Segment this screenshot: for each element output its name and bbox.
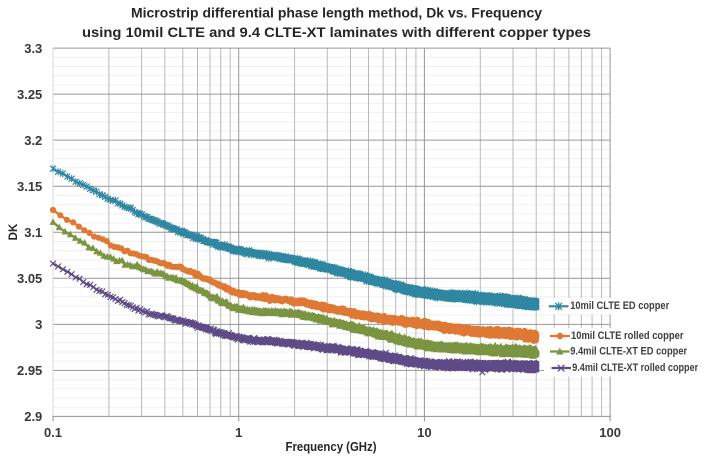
svg-text:2.95: 2.95 — [17, 363, 42, 378]
svg-text:1: 1 — [235, 425, 242, 440]
svg-text:10: 10 — [417, 425, 431, 440]
svg-text:100: 100 — [599, 425, 621, 440]
svg-text:Microstrip differential phase: Microstrip differential phase length met… — [131, 4, 542, 20]
svg-text:3.1: 3.1 — [24, 225, 42, 240]
svg-text:10mil CLTE ED copper: 10mil CLTE ED copper — [570, 300, 669, 312]
svg-text:3.3: 3.3 — [24, 41, 42, 56]
svg-text:9.4mil CLTE-XT ED copper: 9.4mil CLTE-XT ED copper — [570, 345, 687, 357]
svg-text:2.9: 2.9 — [24, 409, 42, 424]
svg-text:10mil CLTE rolled copper: 10mil CLTE rolled copper — [571, 330, 684, 342]
svg-text:using 10mil CLTE and 9.4 CLTE-: using 10mil CLTE and 9.4 CLTE-XT laminat… — [82, 24, 591, 40]
svg-text:Frequency (GHz): Frequency (GHz) — [286, 440, 377, 454]
svg-text:3.05: 3.05 — [17, 271, 42, 286]
svg-text:0.1: 0.1 — [44, 425, 62, 440]
svg-text:3.25: 3.25 — [17, 87, 42, 102]
svg-text:3: 3 — [35, 317, 42, 332]
svg-text:DK: DK — [8, 223, 20, 240]
svg-text:3.15: 3.15 — [17, 179, 42, 194]
svg-text:9.4mil CLTE-XT rolled copper: 9.4mil CLTE-XT rolled copper — [572, 362, 698, 374]
svg-text:3.2: 3.2 — [24, 133, 42, 148]
